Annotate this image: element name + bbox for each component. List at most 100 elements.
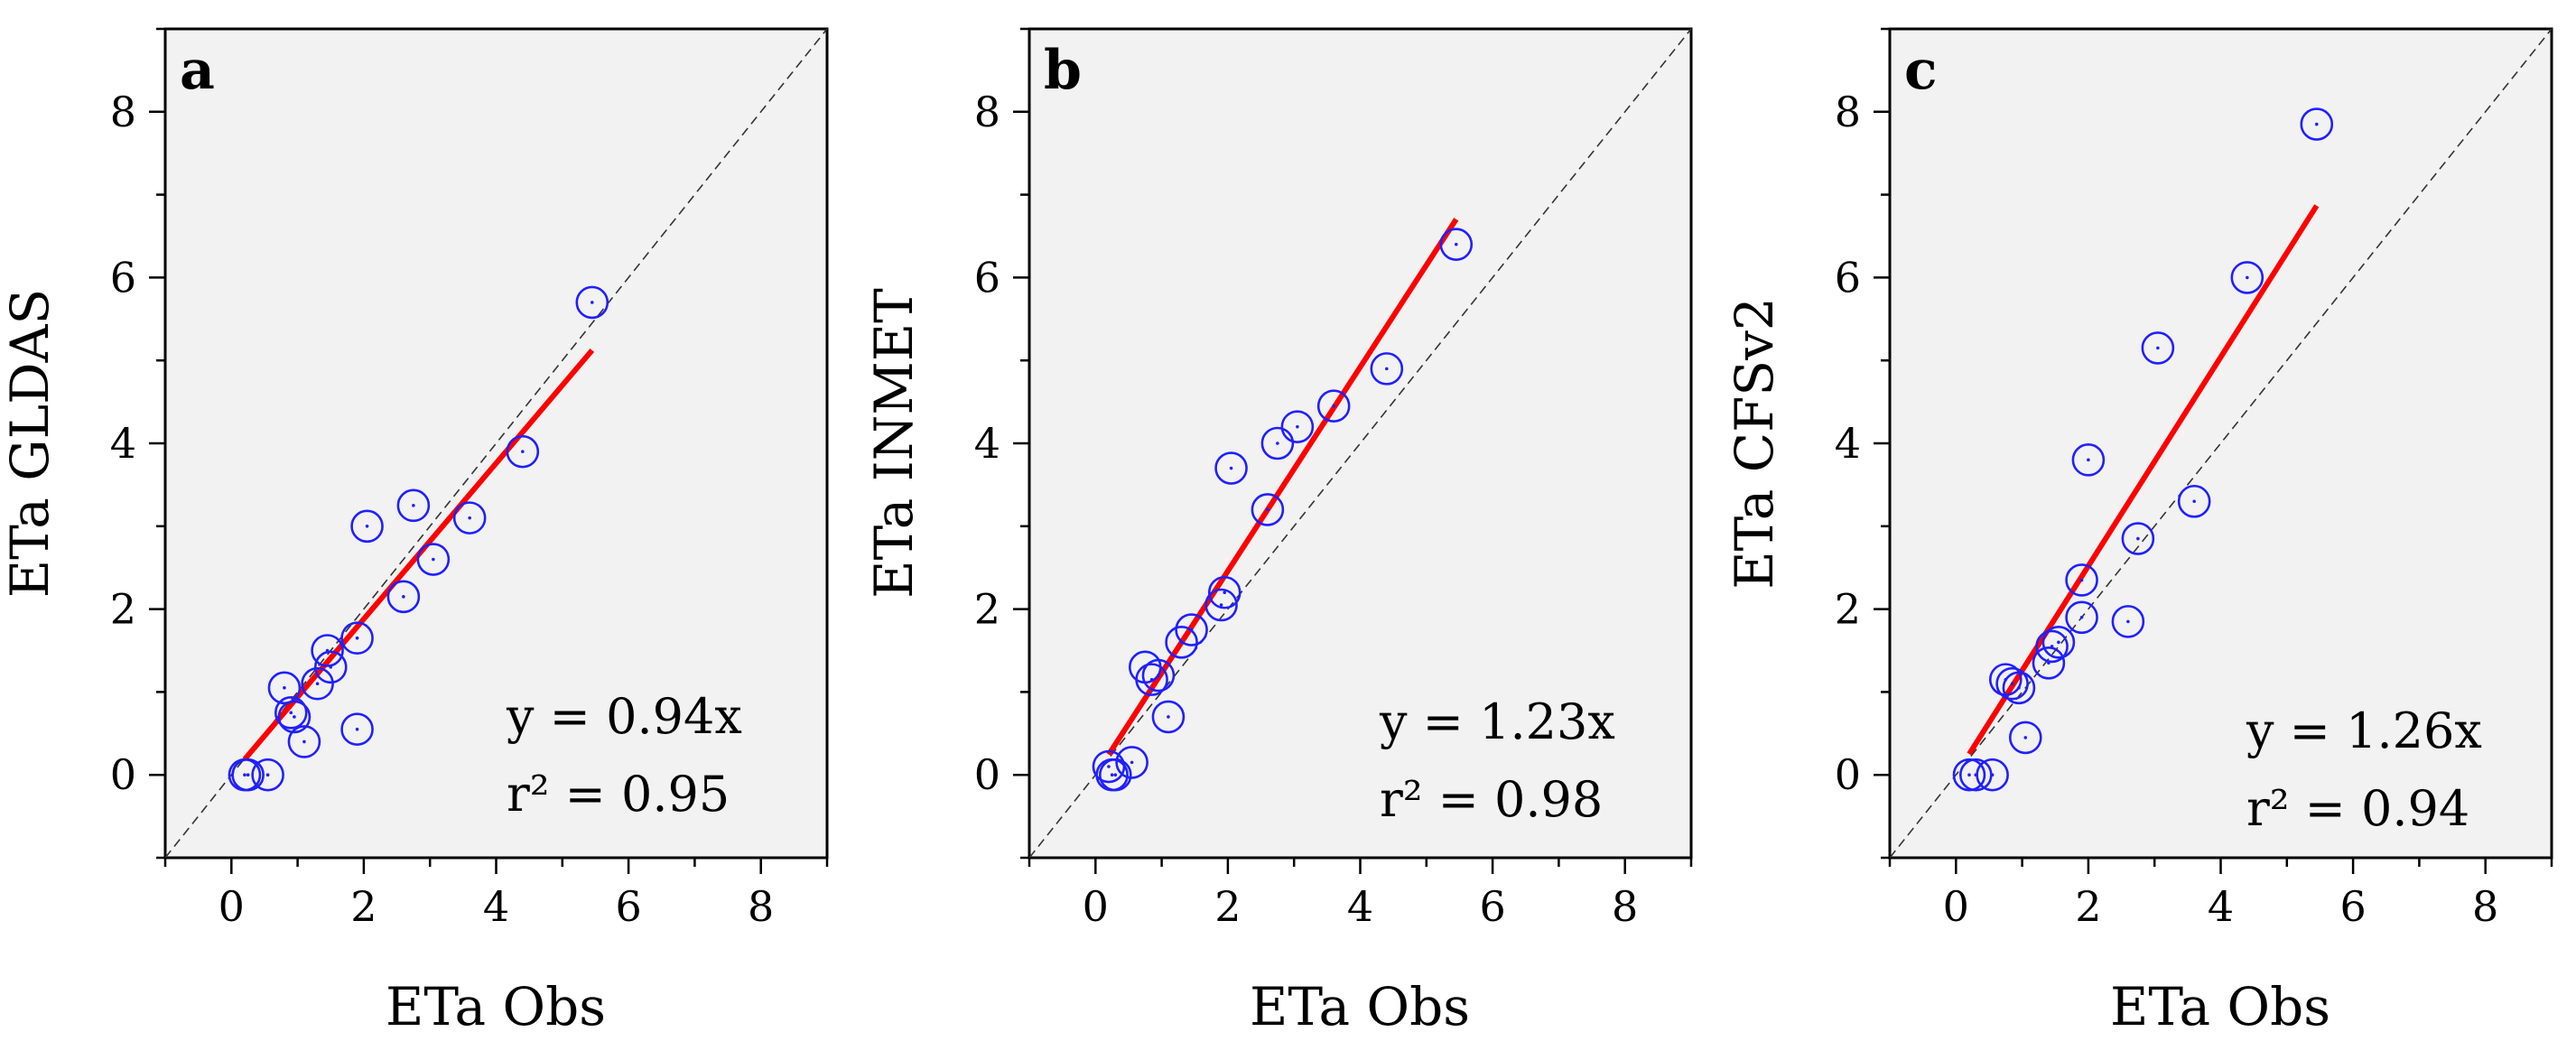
- data-point: [396, 488, 431, 523]
- equation-label: y = 0.94x: [506, 688, 742, 745]
- data-point: [287, 725, 321, 758]
- data-point: [2032, 646, 2066, 680]
- x-tick-label: 2: [1214, 882, 1241, 931]
- y-tick-label: 8: [1835, 88, 1861, 136]
- data-point-center: [2079, 615, 2084, 619]
- data-point: [274, 696, 308, 730]
- panel-letter: a: [180, 39, 215, 102]
- data-point-center: [1219, 603, 1223, 607]
- data-point: [506, 434, 540, 469]
- data-point: [340, 621, 374, 656]
- data-point-center: [2126, 619, 2130, 624]
- panel-b: 0 2 4 6 8 0 2 4 6 8 b y = 1.23x r² = 0.98 ETa Obs…: [863, 27, 1693, 1037]
- data-point-center: [1385, 367, 1389, 371]
- r-squared-label: r² = 0.94: [2246, 780, 2469, 837]
- x-tick-label: 4: [2208, 882, 2234, 931]
- data-point: [1976, 758, 2009, 792]
- data-point-center: [302, 739, 306, 744]
- data-point-center: [265, 773, 270, 776]
- regression-line: [1967, 204, 2320, 756]
- data-point: [386, 580, 421, 614]
- data-point-center: [412, 504, 415, 507]
- data-point-center: [1990, 773, 1995, 776]
- data-point: [2300, 107, 2334, 141]
- data-point: [2008, 721, 2042, 755]
- data-point-center: [402, 595, 405, 599]
- data-point-center: [283, 686, 286, 690]
- x-tick-label: 2: [2075, 882, 2101, 931]
- data-point-center: [1266, 507, 1269, 512]
- x-tick-label: 0: [1943, 882, 1969, 931]
- data-point-center: [2023, 736, 2028, 739]
- x-axis-title: ETa Obs: [386, 976, 606, 1037]
- data-point-center: [1332, 404, 1335, 408]
- data-point: [301, 666, 334, 701]
- data-point: [1995, 666, 2029, 701]
- data-point: [2230, 261, 2264, 294]
- data-point: [2111, 605, 2145, 638]
- x-tick-label: 6: [2339, 882, 2366, 931]
- data-point: [2121, 522, 2155, 555]
- y-tick-label: 6: [974, 253, 1000, 302]
- y-tick-label: 0: [974, 750, 1000, 799]
- data-point-center: [1113, 773, 1118, 776]
- data-point: [1204, 588, 1238, 622]
- data-point-center: [2192, 499, 2196, 504]
- data-point-center: [2079, 578, 2084, 582]
- data-point-center: [355, 636, 359, 640]
- y-tick-label: 4: [974, 419, 1000, 468]
- x-axis-title: ETa Obs: [2110, 976, 2330, 1037]
- data-point: [350, 509, 384, 544]
- data-point-center: [329, 665, 333, 669]
- x-axis-title: ETa Obs: [1250, 976, 1470, 1037]
- data-point-center: [1276, 442, 1279, 445]
- data-point: [267, 671, 302, 705]
- data-point-center: [2156, 346, 2160, 350]
- data-point: [1214, 451, 1248, 485]
- data-point: [2065, 600, 2098, 635]
- data-point: [1439, 228, 1474, 261]
- data-point: [1141, 658, 1176, 693]
- regression-line: [1106, 218, 1459, 757]
- panel-c: 0 2 4 6 8 0 2 4 6 8 c y = 1.26x r² = 0.94 ETa Obs…: [1724, 27, 2553, 1037]
- data-point-center: [1189, 628, 1194, 632]
- data-point: [1115, 746, 1149, 779]
- data-point-center: [521, 450, 525, 453]
- data-point: [452, 501, 487, 535]
- data-point-center: [1107, 765, 1111, 768]
- y-axis-title: ETa INMET: [863, 288, 925, 599]
- data-point-center: [1167, 715, 1170, 719]
- data-point-center: [2314, 122, 2319, 126]
- data-point-center: [289, 711, 293, 715]
- x-tick-label: 0: [1083, 882, 1109, 931]
- x-tick-label: 6: [1479, 882, 1505, 931]
- data-point-center: [1110, 773, 1114, 776]
- data-point-center: [315, 682, 320, 686]
- data-point: [1175, 613, 1208, 646]
- data-point: [1098, 758, 1132, 792]
- x-tick-label: 8: [2472, 882, 2498, 931]
- y-tick-label: 2: [974, 585, 1000, 634]
- data-point-center: [1149, 677, 1154, 682]
- data-point: [1207, 575, 1242, 609]
- data-point-center: [2017, 686, 2021, 690]
- y-axis-title: ETa CFSv2: [1724, 297, 1785, 590]
- data-point-center: [2057, 640, 2060, 645]
- data-point: [1251, 493, 1285, 526]
- x-tick-label: 6: [615, 882, 641, 931]
- data-point-center: [2010, 682, 2014, 686]
- y-tick-label: 6: [1835, 253, 1861, 302]
- data-point-center: [1130, 760, 1134, 765]
- one-to-one-line: [1889, 28, 2553, 859]
- data-point-center: [243, 773, 246, 776]
- data-point: [2177, 484, 2211, 518]
- y-tick-label: 2: [1835, 585, 1861, 634]
- data-point: [1280, 410, 1315, 443]
- data-point-center: [1454, 242, 1458, 246]
- panel-a: 0 2 4 6 8 0 2 4 6 8 a y = 0.94x r² = 0.95 ETa Obs…: [0, 27, 829, 1037]
- data-point: [1370, 352, 1404, 386]
- data-point: [2002, 671, 2036, 705]
- data-point: [1952, 758, 1986, 792]
- data-point: [1165, 626, 1198, 659]
